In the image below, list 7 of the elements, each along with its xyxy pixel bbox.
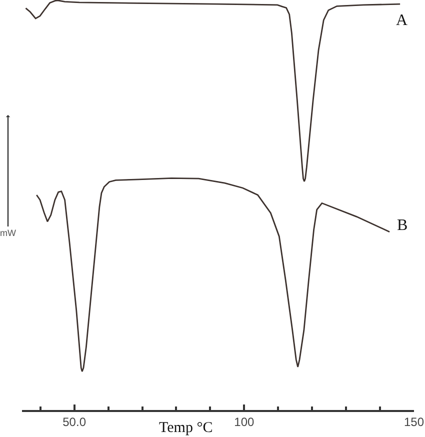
x-tick-label: 100	[234, 415, 254, 430]
x-tick-label: 50.0	[62, 415, 86, 430]
series-label: A	[396, 12, 408, 29]
y-axis-title: mW	[0, 228, 16, 238]
series-label: B	[397, 217, 408, 234]
x-tick-label: 150	[404, 415, 424, 430]
x-axis-title: Temp °C	[159, 420, 213, 436]
